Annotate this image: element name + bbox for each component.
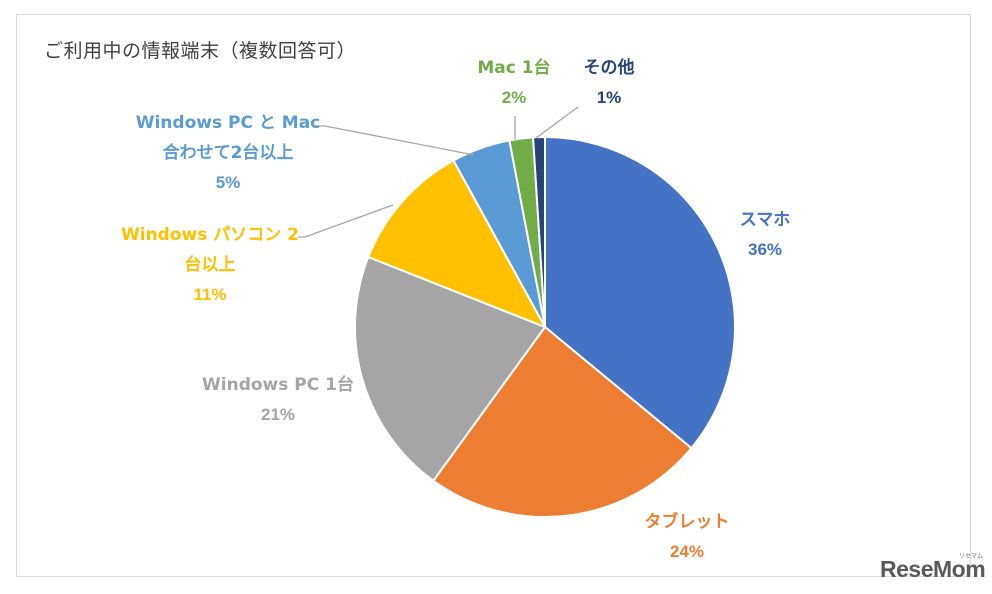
pie-slice-6 bbox=[532, 135, 546, 328]
pie-slice-0 bbox=[544, 135, 736, 450]
pie-slice-2 bbox=[354, 255, 547, 483]
chart-title: ご利用中の情報端末（複数回答可） bbox=[44, 40, 357, 62]
slice-percent-2: 21% bbox=[261, 405, 295, 424]
slice-label-6-line-0: その他 bbox=[584, 57, 635, 78]
slice-label-4-line-1: 合わせて2台以上 bbox=[163, 142, 294, 163]
pie-slice-1 bbox=[431, 325, 693, 518]
leader-line-4 bbox=[314, 125, 475, 156]
leader-line-6 bbox=[535, 106, 579, 139]
slice-label-0-line-0: スマホ bbox=[740, 210, 791, 230]
slice-label-1-line-0: タブレット bbox=[645, 511, 730, 532]
slice-percent-1: 24% bbox=[670, 542, 704, 561]
leader-line-3 bbox=[298, 204, 394, 238]
slice-label-4-line-0: Windows PC と Mac bbox=[136, 113, 321, 133]
slice-percent-5: 2% bbox=[502, 88, 527, 107]
slice-label-3-line-1: 台以上 bbox=[185, 254, 236, 275]
slice-label-5-line-0: Mac 1台 bbox=[477, 57, 550, 78]
slice-percent-4: 5% bbox=[216, 173, 241, 192]
pie-slice-3 bbox=[367, 159, 548, 329]
slice-percent-6: 1% bbox=[597, 88, 622, 107]
slice-percent-0: 36% bbox=[748, 240, 782, 259]
slice-label-2-line-0: Windows PC 1台 bbox=[202, 374, 354, 395]
resemom-logo-sub: リセマム bbox=[959, 553, 984, 560]
slice-label-3-line-0: Windows パソコン 2 bbox=[121, 225, 299, 245]
resemom-logo: ReseMom bbox=[880, 556, 986, 582]
slice-percent-3: 11% bbox=[193, 285, 226, 304]
